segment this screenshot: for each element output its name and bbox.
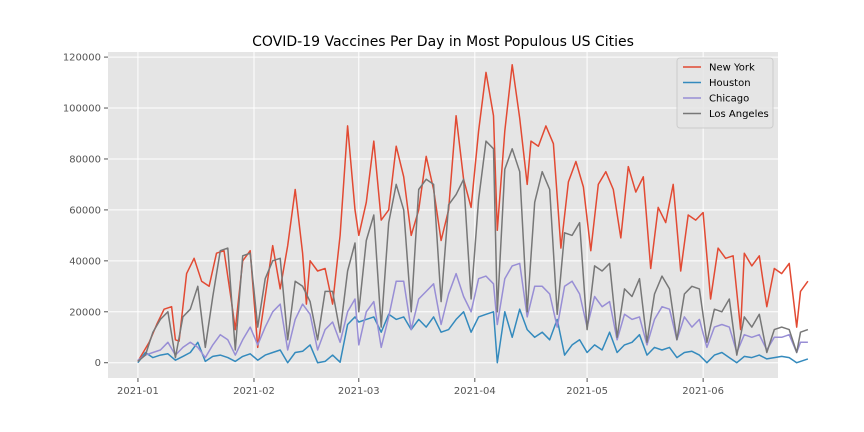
y-tick-label: 80000 (69, 154, 101, 165)
legend-label-chicago: Chicago (709, 94, 749, 105)
x-axis: 2021-01 2021-02 2021-03 2021-04 2021-05 2021-… (117, 378, 724, 397)
y-axis: 0 20000 40000 60000 80000 100000 120000 (63, 53, 108, 369)
legend-label-houston: Houston (709, 78, 751, 89)
x-tick-label: 2021-04 (454, 386, 496, 397)
y-tick-label: 100000 (63, 104, 101, 115)
series-line-chicago (137, 262, 808, 361)
y-tick-label: 120000 (63, 53, 101, 64)
x-tick-label: 2021-01 (117, 386, 159, 397)
y-tick-label: 60000 (69, 205, 101, 216)
legend-label-new-york: New York (709, 63, 755, 74)
y-tick-label: 20000 (69, 307, 101, 318)
legend-box (676, 57, 774, 129)
chart-title: COVID-19 Vaccines Per Day in Most Populo… (252, 34, 634, 50)
x-tick-label: 2021-02 (233, 386, 275, 397)
x-tick-label: 2021-03 (338, 386, 380, 397)
legend: New York Houston Chicago Los Angeles (676, 57, 774, 129)
series-line-los-angeles (137, 140, 809, 362)
x-tick-label: 2021-06 (682, 386, 724, 397)
y-tick-label: 40000 (69, 256, 101, 267)
plot-area (108, 52, 778, 378)
legend-label-los-angeles: Los Angeles (709, 109, 769, 120)
y-tick-label: 0 (95, 358, 101, 369)
x-tick-label: 2021-05 (566, 386, 608, 397)
series-lines (137, 63, 809, 364)
series-line-houston (137, 308, 809, 364)
